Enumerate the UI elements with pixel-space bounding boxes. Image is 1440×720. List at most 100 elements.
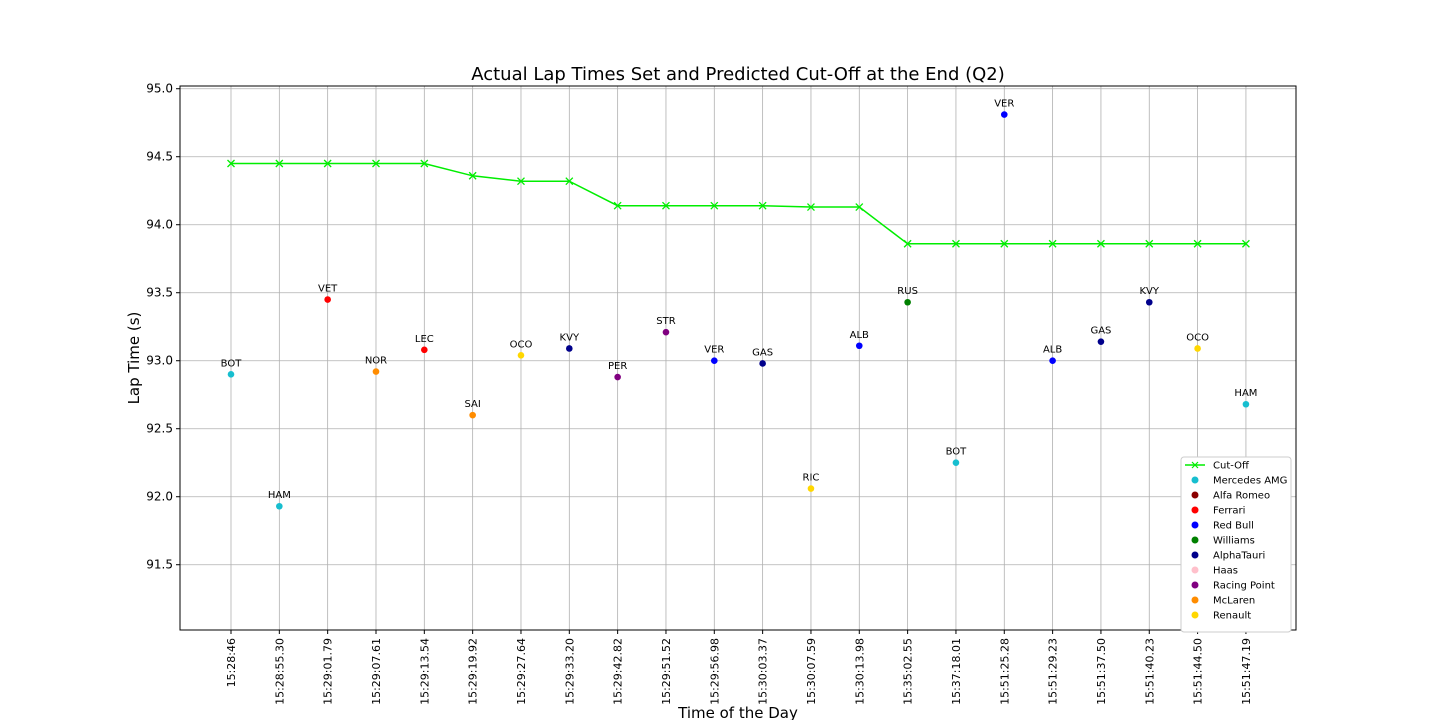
driver-label: RUS xyxy=(897,286,918,297)
x-tick-label: 15:51:37.50 xyxy=(1095,638,1108,705)
x-tick-label: 15:29:07.61 xyxy=(370,638,383,705)
cutoff-marker xyxy=(565,177,574,186)
cutoff-marker xyxy=(758,201,767,210)
y-tick-label: 94.5 xyxy=(146,150,173,164)
x-tick-label: 15:29:33.20 xyxy=(563,638,576,705)
driver-label: KVY xyxy=(1140,286,1160,297)
cutoff-marker xyxy=(710,201,719,210)
x-tick-label: 15:51:40.23 xyxy=(1143,638,1156,705)
lap-point xyxy=(855,342,863,350)
legend-label: Williams xyxy=(1213,536,1255,547)
driver-label: BOT xyxy=(946,447,968,458)
ticks-layer: 91.5 92.0 92.5 93.0 93.5 94.0 94.5 95.0 15:28:46… xyxy=(146,82,1253,705)
legend-box xyxy=(1180,456,1292,633)
legend-label: Cut-Off xyxy=(1213,461,1250,472)
driver-label: OCO xyxy=(510,339,533,350)
x-tick-label: 15:51:44.50 xyxy=(1192,638,1205,705)
x-tick-label: 15:29:56.98 xyxy=(708,638,721,705)
driver-label: GAS xyxy=(1090,326,1111,337)
legend-item: AlphaTauri xyxy=(1191,551,1265,562)
cutoff-marker xyxy=(468,171,477,180)
lap-point xyxy=(421,346,428,354)
legend-item: Renault xyxy=(1191,611,1251,622)
y-axis-label: Lap Time (s) xyxy=(125,312,143,405)
x-tick-label: 15:51:29.23 xyxy=(1047,638,1060,705)
y-tick-label: 92.5 xyxy=(146,422,173,436)
legend-label: AlphaTauri xyxy=(1213,551,1265,562)
lap-point xyxy=(711,357,718,365)
x-tick-label: 15:28:46 xyxy=(225,638,238,687)
x-tick-label: 15:29:19.92 xyxy=(467,638,480,705)
lap-point xyxy=(1097,338,1105,345)
legend-item: Alfa Romeo xyxy=(1191,491,1270,502)
y-tick-label: 93.0 xyxy=(146,354,173,368)
driver-label: RIC xyxy=(803,473,820,484)
cutoff-marker xyxy=(1048,239,1057,248)
legend-item: Red Bull xyxy=(1191,521,1254,532)
cutoff-marker xyxy=(372,159,380,168)
lap-point xyxy=(324,296,331,303)
driver-label: ALB xyxy=(850,330,869,341)
x-tick-label: 15:29:13.54 xyxy=(418,638,431,705)
lap-point xyxy=(904,298,911,306)
x-tick-label: 15:29:01.79 xyxy=(322,638,335,705)
x-tick-label: 15:35:02.55 xyxy=(902,638,915,705)
legend-item: McLaren xyxy=(1191,596,1255,607)
legend: Cut-Off Mercedes AMG Alfa Romeo Ferrari Red … xyxy=(1180,456,1292,633)
driver-label: STR xyxy=(656,316,675,327)
x-tick-label: 15:29:42.82 xyxy=(612,638,625,705)
lap-point xyxy=(1194,345,1201,352)
cutoff-marker xyxy=(227,159,235,168)
legend-label: Mercedes AMG xyxy=(1213,476,1287,487)
x-axis-label: Time of the Day xyxy=(677,704,798,720)
x-tick-label: 15:28:55.30 xyxy=(273,638,286,705)
x-tick-label: 15:51:25.28 xyxy=(998,638,1011,705)
legend-label: McLaren xyxy=(1213,596,1255,607)
driver-label: SAI xyxy=(464,399,480,410)
x-tick-label: 15:29:27.64 xyxy=(515,638,528,705)
driver-label: PER xyxy=(608,361,627,372)
cutoff-marker xyxy=(903,239,912,248)
lap-point xyxy=(517,351,525,359)
lap-point xyxy=(566,345,573,352)
legend-item: Racing Point xyxy=(1191,581,1275,592)
cutoff-marker xyxy=(420,159,429,168)
y-tick-label: 92.0 xyxy=(146,490,173,504)
grid-layer xyxy=(180,86,1296,630)
driver-label: NOR xyxy=(365,356,387,367)
cutoff-marker xyxy=(275,159,284,168)
lap-point xyxy=(1049,357,1056,365)
driver-label: BOT xyxy=(221,358,243,369)
x-tick-label: 15:29:51.52 xyxy=(660,638,673,705)
cutoff-marker xyxy=(613,201,622,210)
cutoff-marker xyxy=(1145,239,1154,248)
cutoff-marker xyxy=(1000,239,1009,248)
lap-point xyxy=(614,373,621,381)
driver-label: VER xyxy=(994,99,1014,110)
series-layer xyxy=(227,159,1250,248)
cutoff-marker xyxy=(517,177,525,186)
cutoff-marker xyxy=(951,239,960,248)
y-tick-label: 94.0 xyxy=(146,218,173,232)
driver-label: VER xyxy=(704,345,724,356)
x-tick-label: 15:51:47.19 xyxy=(1240,638,1253,705)
lap-point xyxy=(662,328,670,336)
driver-label: LEC xyxy=(415,334,434,345)
legend-label: Racing Point xyxy=(1213,581,1275,592)
x-tick-label: 15:30:03.37 xyxy=(757,638,770,705)
cutoff-marker xyxy=(855,203,864,211)
legend-label: Renault xyxy=(1213,611,1251,622)
legend-label: Haas xyxy=(1213,566,1238,577)
cutoff-marker xyxy=(1096,239,1105,248)
legend-item: Haas xyxy=(1191,566,1238,577)
cutoff-marker xyxy=(807,203,815,211)
chart-title: Actual Lap Times Set and Predicted Cut-O… xyxy=(471,64,1005,85)
y-tick-label: 95.0 xyxy=(146,82,173,96)
lap-point xyxy=(276,502,283,510)
driver-label: GAS xyxy=(752,347,773,358)
plot-frame xyxy=(179,85,1297,631)
lap-point xyxy=(952,459,960,467)
legend-item: Cut-Off xyxy=(1185,461,1250,472)
cutoff-marker xyxy=(1193,239,1202,248)
